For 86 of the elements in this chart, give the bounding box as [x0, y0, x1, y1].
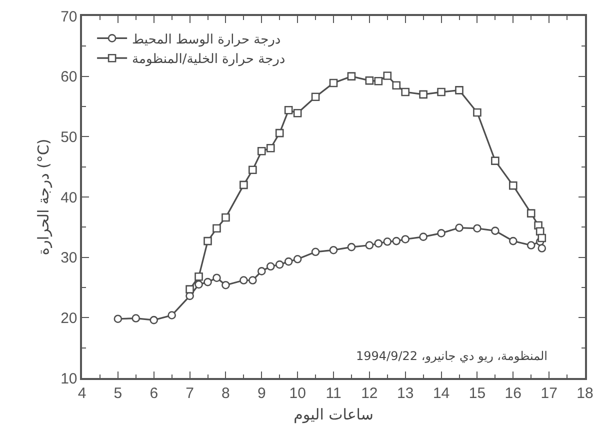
point — [347, 242, 356, 252]
x-tick-label: 11 — [326, 384, 342, 402]
point — [347, 72, 356, 80]
point — [526, 241, 536, 250]
point — [455, 86, 464, 94]
point — [257, 267, 266, 276]
x-tick-label: 5 — [114, 384, 122, 402]
point — [194, 272, 203, 281]
y-tick-label: 70 — [60, 8, 78, 26]
x-tick-label: 17 — [540, 384, 558, 402]
point — [526, 209, 536, 218]
point — [473, 224, 482, 233]
legend-label: درجة حرارة الوسط المحيط — [132, 32, 281, 48]
point — [365, 241, 374, 250]
point — [538, 234, 546, 242]
point — [275, 260, 284, 269]
x-tick-label: 12 — [361, 384, 378, 402]
y-tick-label: 40 — [60, 189, 78, 206]
point — [311, 92, 320, 101]
x-tick-label: 18 — [576, 384, 594, 402]
point — [329, 78, 338, 88]
annotation: المنظومة، ريو دي جانيرو، 1994/9/22 — [356, 349, 548, 363]
point — [150, 316, 158, 324]
point — [284, 106, 293, 114]
x-tick-label: 9 — [257, 384, 266, 402]
x-axis-title: ساعات اليوم — [294, 405, 374, 424]
point — [392, 81, 401, 90]
x-tick-label: 14 — [432, 384, 450, 402]
point — [222, 280, 230, 290]
point — [491, 156, 500, 165]
point — [329, 246, 338, 254]
point — [473, 108, 482, 117]
x-tick-label: 8 — [222, 384, 230, 402]
point — [374, 239, 383, 248]
legend-label: درجة حرارة الخلية/المنظومة — [132, 52, 286, 68]
point — [222, 213, 230, 222]
point — [275, 128, 284, 138]
point — [240, 180, 248, 190]
point — [293, 108, 302, 118]
point — [132, 314, 140, 322]
point — [212, 274, 221, 282]
point — [284, 257, 293, 266]
point — [437, 88, 446, 96]
point — [293, 254, 302, 264]
point — [204, 278, 212, 286]
point — [419, 90, 428, 99]
point — [374, 77, 383, 86]
x-tick-label: 15 — [468, 384, 486, 402]
point — [383, 72, 392, 80]
point — [401, 235, 410, 244]
y-tick-label: 30 — [60, 250, 78, 267]
point — [240, 276, 248, 284]
y-tick-label: 50 — [60, 128, 78, 146]
point — [248, 166, 257, 174]
point — [365, 76, 374, 85]
point — [383, 238, 392, 246]
point — [114, 314, 122, 324]
point — [248, 276, 257, 284]
x-tick-label: 7 — [186, 384, 194, 402]
x-tick-label: 13 — [397, 384, 414, 402]
point — [186, 285, 194, 294]
point — [392, 236, 401, 246]
y-tick-label: 60 — [60, 68, 78, 86]
y-tick-label: 20 — [60, 310, 78, 327]
x-tick-label: 6 — [150, 384, 158, 402]
point — [508, 236, 518, 246]
y-tick-label: 10 — [60, 370, 78, 388]
point — [538, 244, 546, 252]
x-tick-label: 16 — [504, 384, 522, 402]
point — [194, 280, 203, 289]
y-axis-title: درجة الحرارة (°C) — [34, 138, 52, 256]
point — [204, 236, 212, 246]
point — [266, 262, 275, 271]
point — [437, 229, 446, 238]
point — [491, 226, 500, 235]
x-tick-label: 10 — [289, 384, 306, 402]
point — [168, 311, 176, 320]
point — [311, 248, 320, 256]
point — [212, 224, 221, 233]
point — [401, 88, 410, 96]
point — [455, 224, 464, 232]
point — [257, 147, 266, 156]
point — [266, 144, 275, 152]
point — [419, 232, 428, 241]
x-tick-label: 4 — [78, 384, 86, 402]
point — [508, 181, 518, 190]
